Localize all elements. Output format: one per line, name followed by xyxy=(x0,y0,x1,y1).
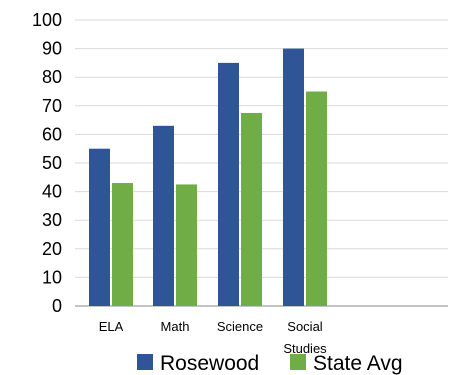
x-tick-label: Studies xyxy=(283,341,327,356)
bar-rosewood xyxy=(283,48,304,306)
bar-rosewood xyxy=(153,125,174,306)
x-tick-label: Social xyxy=(287,319,323,334)
bar-state-avg xyxy=(306,91,327,306)
legend-swatch xyxy=(137,354,153,370)
legend-label: State Avg xyxy=(313,352,403,375)
bar-state-avg xyxy=(241,112,262,306)
x-tick-label: ELA xyxy=(99,319,124,334)
y-tick-label: 60 xyxy=(42,124,62,144)
y-tick-label: 80 xyxy=(42,67,62,87)
bar-rosewood xyxy=(89,148,110,306)
y-tick-label: 100 xyxy=(32,10,62,30)
y-tick-label: 30 xyxy=(42,210,62,230)
y-axis: 0 10 20 30 40 50 60 70 80 90 100 xyxy=(32,10,62,316)
y-tick-label: 40 xyxy=(42,182,62,202)
y-tick-label: 50 xyxy=(42,153,62,173)
legend: Rosewood State Avg xyxy=(137,352,403,375)
y-tick-label: 10 xyxy=(42,267,62,287)
x-tick-label: Science xyxy=(217,319,263,334)
bar-state-avg xyxy=(112,183,133,306)
bar-rosewood xyxy=(218,62,239,307)
y-tick-label: 0 xyxy=(52,296,62,316)
y-tick-label: 20 xyxy=(42,239,62,259)
y-tick-label: 90 xyxy=(42,39,62,59)
y-tick-label: 70 xyxy=(42,96,62,116)
bar-state-avg xyxy=(176,184,197,306)
legend-label: Rosewood xyxy=(160,352,259,375)
x-axis: ELA Math Science Social Studies xyxy=(99,319,327,356)
legend-swatch xyxy=(290,354,306,370)
x-tick-label: Math xyxy=(161,319,190,334)
bars xyxy=(89,48,327,307)
